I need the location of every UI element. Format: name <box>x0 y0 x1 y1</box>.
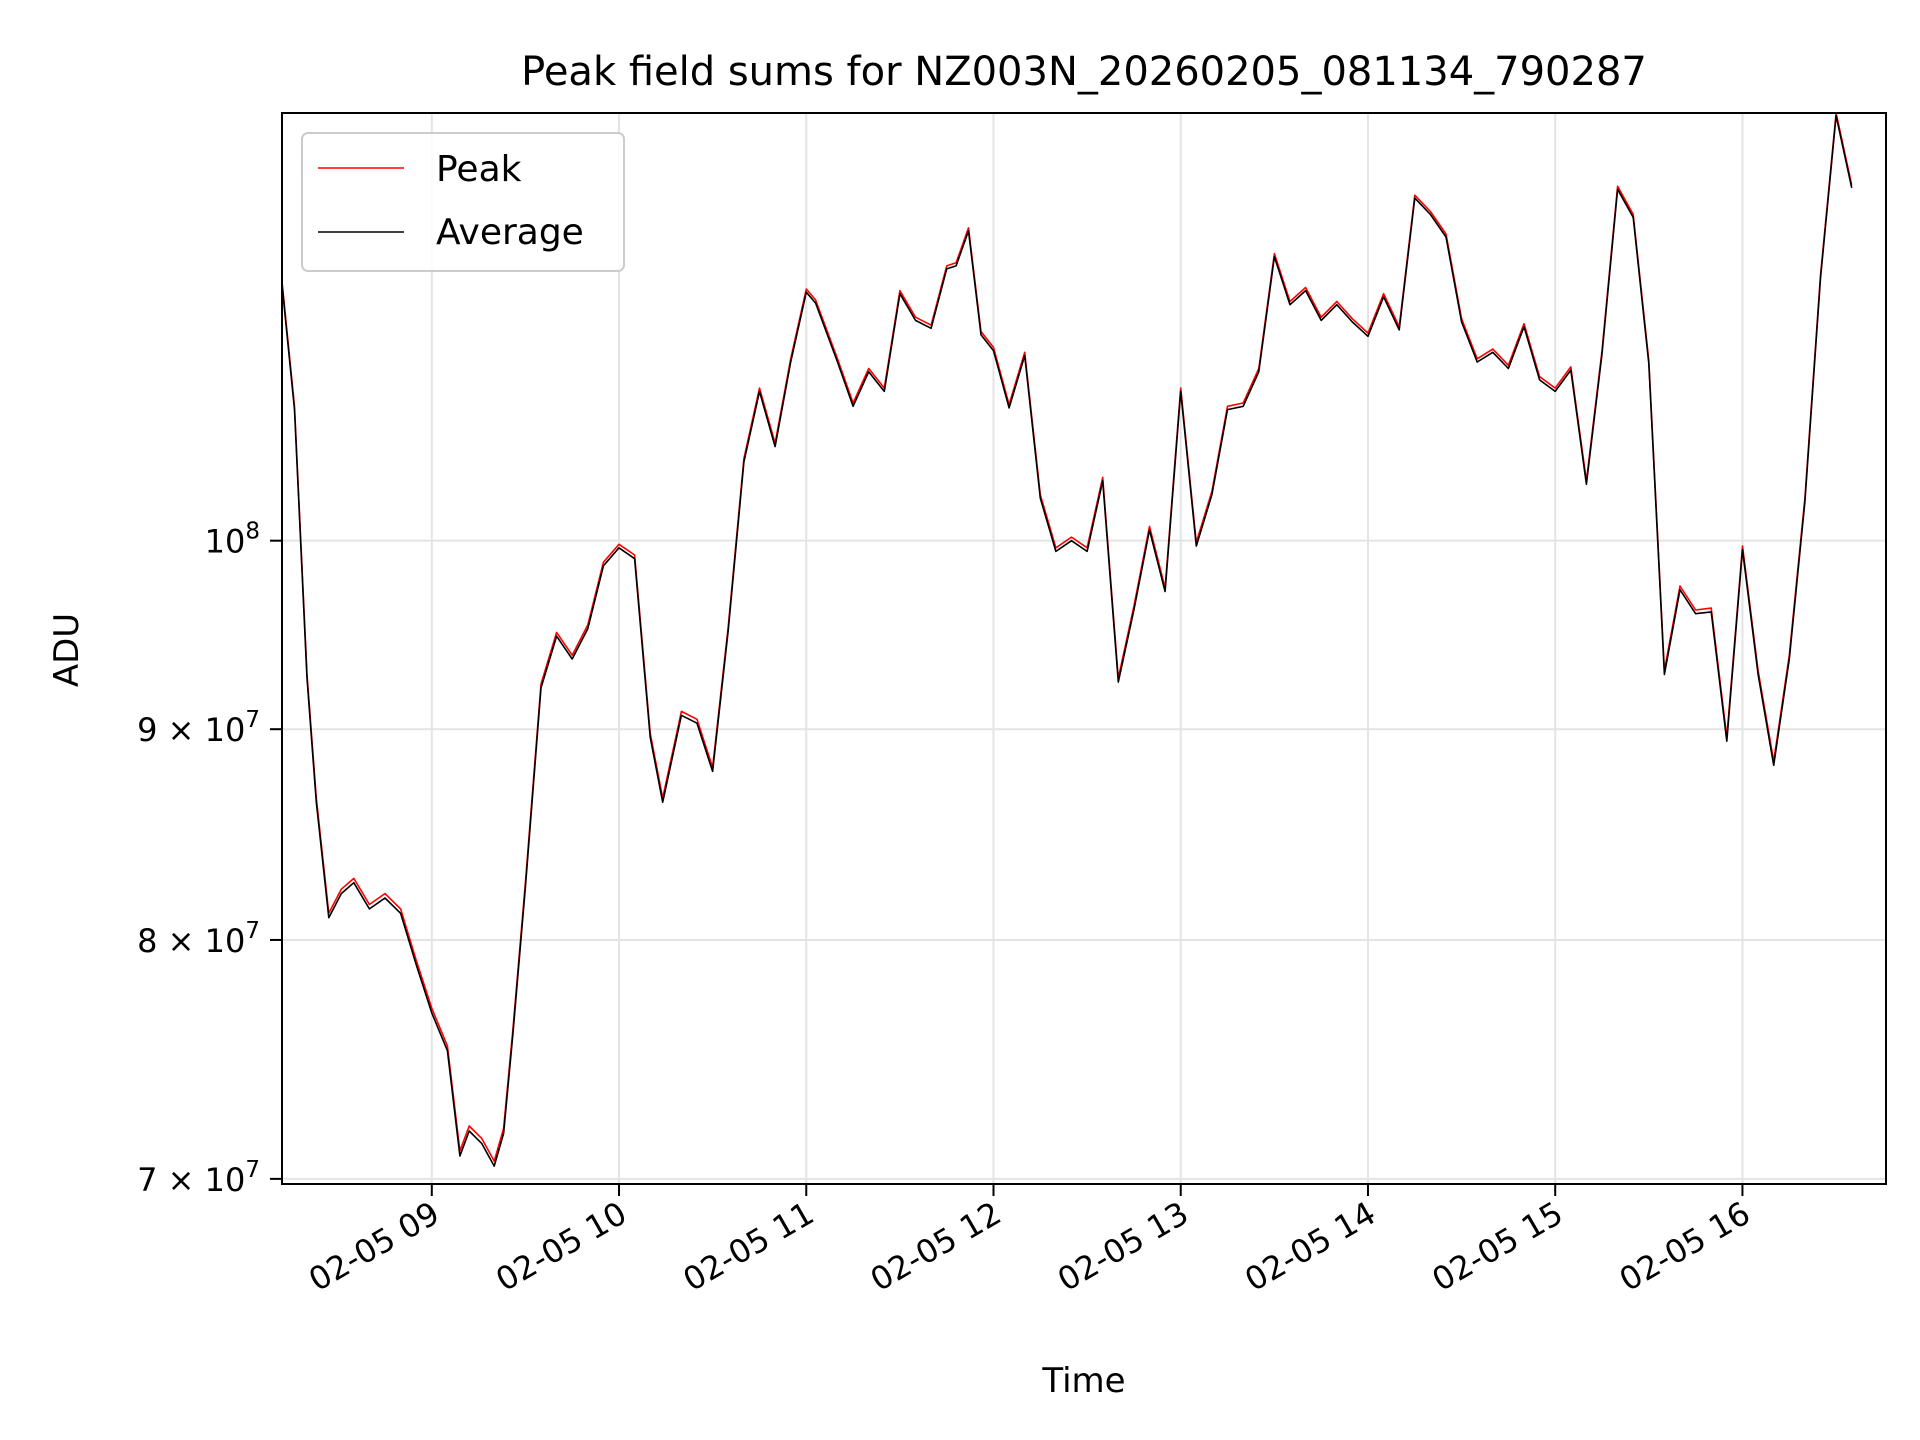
x-axis-label: Time <box>1041 1361 1125 1401</box>
legend-label-peak: Peak <box>436 149 522 190</box>
chart-title: Peak field sums for NZ003N_20260205_0811… <box>521 49 1647 95</box>
y-axis-label: ADU <box>47 613 87 687</box>
legend: Peak Average <box>301 132 625 272</box>
y-tick-label: 7 × 107 <box>137 1157 260 1199</box>
legend-label-average: Average <box>436 212 584 253</box>
y-tick-label: 8 × 107 <box>137 918 260 960</box>
plot-frame <box>281 112 1887 1185</box>
plot-series <box>281 112 1853 1167</box>
series-line-average <box>281 115 1853 1167</box>
y-tick-label: 9 × 107 <box>137 707 260 749</box>
